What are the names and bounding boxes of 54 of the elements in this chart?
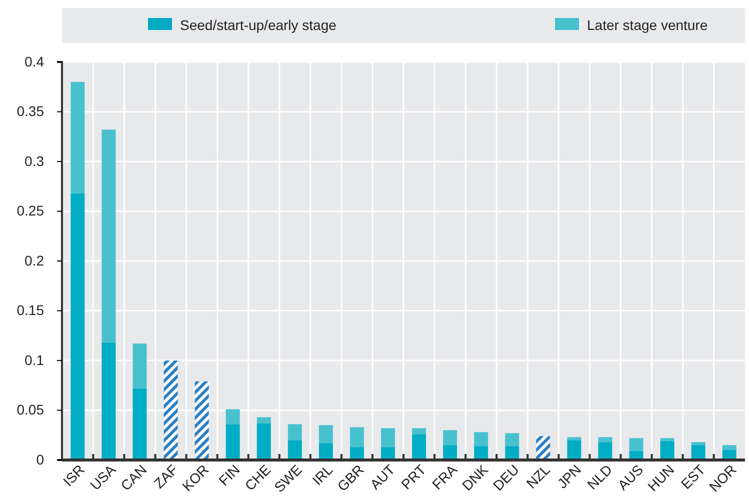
legend-label: Later stage venture (587, 17, 708, 33)
bar (164, 360, 178, 460)
bar (288, 424, 302, 440)
bar (381, 428, 395, 448)
bar (474, 432, 488, 446)
bar (70, 82, 85, 194)
bar (505, 446, 520, 460)
y-tick-label: 0.05 (16, 402, 44, 418)
bar (318, 425, 333, 444)
x-tick-label: NZL (523, 461, 554, 492)
bar (505, 433, 520, 446)
legend-label: Seed/start-up/early stage (180, 17, 337, 33)
bar (318, 443, 333, 460)
bar (226, 424, 240, 460)
x-tick-label: IRL (309, 461, 336, 488)
bar (536, 436, 550, 460)
y-tick-label: 0.35 (16, 103, 44, 120)
bar (443, 430, 458, 446)
bar (102, 342, 116, 460)
bar (102, 130, 116, 343)
y-tick-label: 0.4 (24, 53, 44, 70)
bar (598, 442, 612, 460)
bar (660, 438, 674, 442)
bar (567, 437, 582, 440)
x-tick-label: ISR (60, 461, 88, 490)
bar (288, 440, 302, 460)
y-tick-label: 0.15 (16, 302, 44, 318)
y-tick-label: 0.1 (24, 352, 44, 368)
bar (350, 427, 364, 448)
bar (412, 428, 426, 434)
x-tick-label: USA (86, 460, 120, 494)
bar (443, 445, 458, 460)
bar (629, 438, 644, 452)
bar (194, 381, 209, 460)
bar (598, 437, 612, 442)
bar (722, 445, 736, 450)
y-tick-label: 0.25 (16, 202, 44, 219)
bar (412, 434, 426, 460)
y-tick-label: 0.3 (24, 152, 44, 169)
y-tick-label: 0.2 (24, 252, 44, 268)
x-tick-label: FIN (215, 461, 243, 489)
x-tick-label: NLD (584, 461, 616, 493)
x-tick-label: FRA (428, 460, 460, 493)
bar (132, 344, 147, 388)
bar (691, 445, 706, 460)
bar (132, 388, 147, 460)
bar (70, 193, 85, 460)
bar (256, 423, 271, 460)
bar (256, 417, 271, 424)
bar (567, 440, 582, 460)
bar (691, 442, 706, 446)
bar (226, 409, 240, 424)
y-tick-label: 0 (36, 451, 44, 468)
bar (474, 446, 488, 460)
